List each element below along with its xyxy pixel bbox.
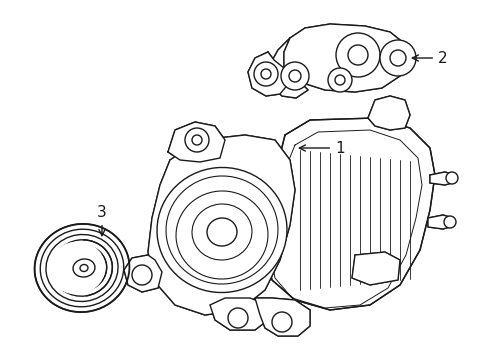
Polygon shape	[148, 135, 294, 315]
Circle shape	[271, 312, 291, 332]
Circle shape	[227, 308, 247, 328]
Polygon shape	[209, 298, 267, 330]
Polygon shape	[427, 215, 452, 229]
Circle shape	[335, 33, 379, 77]
Circle shape	[184, 128, 208, 152]
Circle shape	[132, 265, 152, 285]
Polygon shape	[254, 298, 309, 336]
Polygon shape	[247, 52, 289, 96]
Ellipse shape	[48, 242, 105, 294]
Ellipse shape	[80, 265, 88, 271]
Circle shape	[261, 69, 270, 79]
Text: 3: 3	[97, 205, 107, 236]
Ellipse shape	[157, 167, 286, 293]
Polygon shape	[124, 255, 162, 292]
Circle shape	[288, 70, 301, 82]
Circle shape	[192, 135, 202, 145]
Polygon shape	[267, 38, 307, 98]
Circle shape	[253, 62, 278, 86]
Text: 2: 2	[411, 50, 447, 66]
Ellipse shape	[206, 218, 237, 246]
Polygon shape	[284, 24, 407, 92]
Circle shape	[445, 172, 457, 184]
Polygon shape	[264, 118, 434, 310]
Circle shape	[347, 45, 367, 65]
Text: 1: 1	[299, 140, 344, 156]
Ellipse shape	[73, 259, 95, 277]
Circle shape	[327, 68, 351, 92]
Circle shape	[334, 75, 345, 85]
Circle shape	[281, 62, 308, 90]
Polygon shape	[429, 172, 454, 185]
Circle shape	[379, 40, 415, 76]
Polygon shape	[351, 252, 399, 285]
Polygon shape	[367, 96, 409, 130]
Circle shape	[443, 216, 455, 228]
Circle shape	[389, 50, 405, 66]
Polygon shape	[168, 122, 224, 162]
Ellipse shape	[192, 204, 251, 260]
Ellipse shape	[176, 191, 267, 279]
Ellipse shape	[165, 176, 277, 284]
